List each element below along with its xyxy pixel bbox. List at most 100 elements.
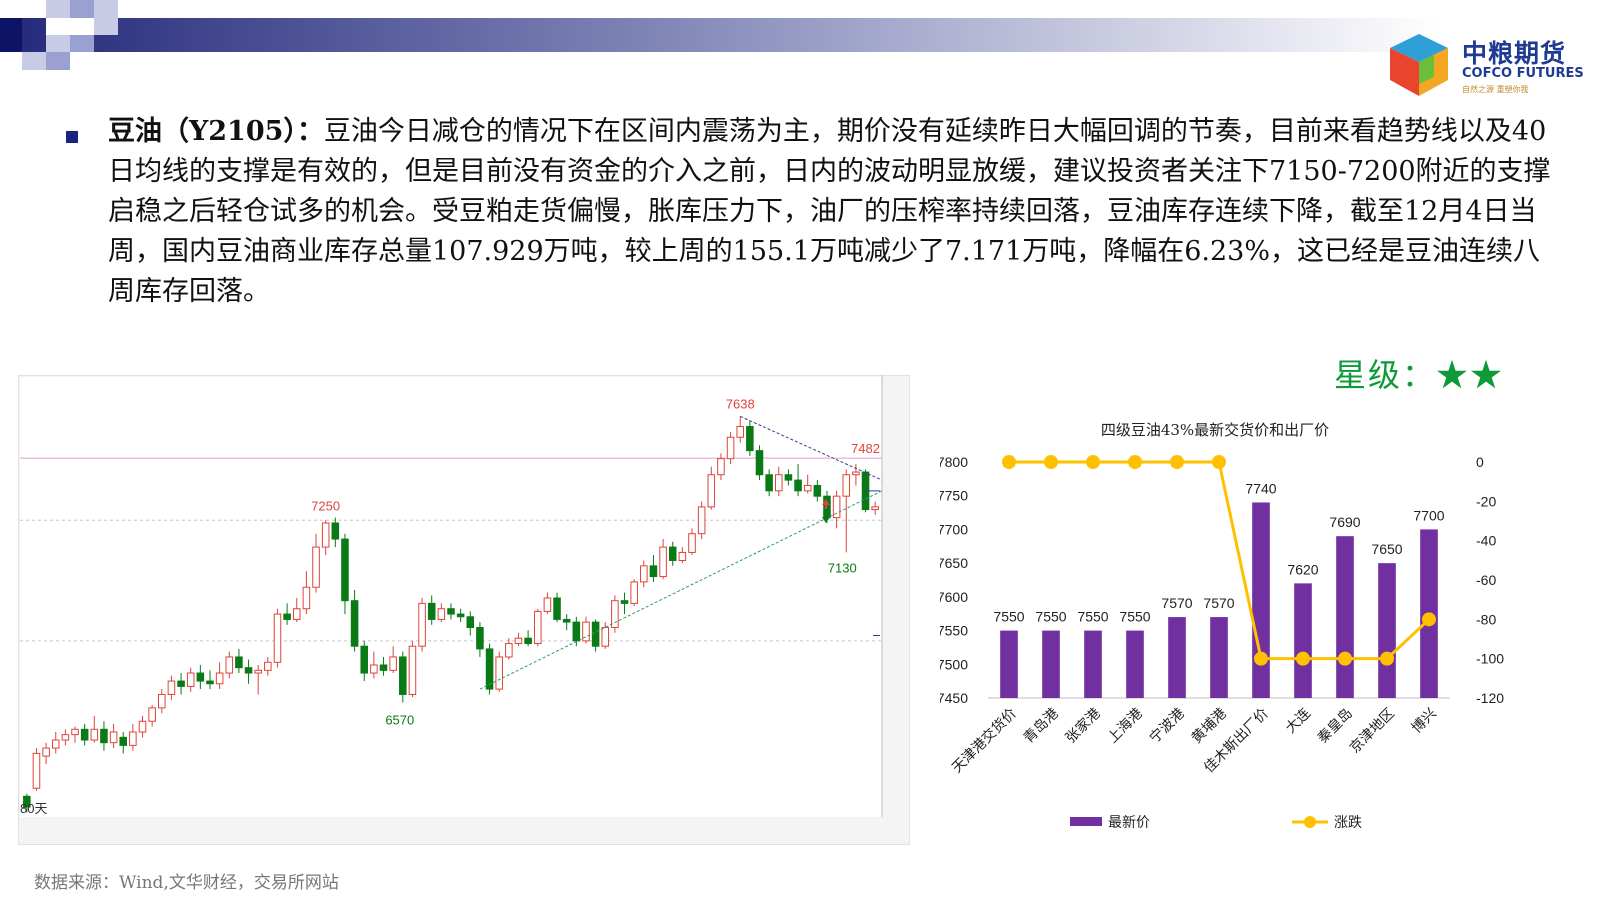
candle-body [466, 616, 475, 628]
star-rating: 星级：★★ [1334, 350, 1504, 396]
rchart-line [1002, 455, 1436, 666]
category-label: 上海港 [1105, 706, 1146, 747]
candle-body [235, 656, 243, 669]
candle-body [524, 637, 532, 645]
category-label: 博兴 [1408, 705, 1440, 737]
label-resistance: 7482 [851, 441, 880, 456]
banner-square [0, 18, 22, 52]
change-point [1212, 455, 1226, 469]
candle-body [283, 613, 291, 620]
candlestick-chart: 7638 7482 7250 6570 7130 80天 [18, 375, 910, 845]
up-arrow-icon [822, 499, 830, 513]
left-tick-label: 7600 [940, 589, 968, 605]
kchart-trendlines [479, 415, 883, 690]
candle-body [206, 680, 214, 685]
banner-square [46, 35, 70, 52]
right-tick-label: -80 [1476, 611, 1496, 627]
candle-body [437, 608, 446, 620]
bar-value-label: 7570 [1203, 595, 1234, 611]
candle-body [129, 731, 137, 746]
candle-body [273, 613, 282, 663]
category-label: 宁波港 [1146, 705, 1188, 747]
candle-body [148, 707, 156, 722]
commentary-title: 豆油（Y2105） [108, 116, 297, 147]
right-tick-label: -40 [1476, 533, 1496, 549]
candle-body [186, 672, 195, 687]
left-tick-label: 7500 [940, 656, 968, 672]
rating-label: 星级： [1334, 356, 1437, 394]
candle-body [341, 538, 349, 602]
bar-value-label: 7740 [1245, 480, 1276, 496]
candle-body [215, 672, 224, 685]
change-point [1044, 455, 1058, 469]
banner-square [70, 18, 94, 35]
candle-body [746, 426, 754, 452]
candle-body [244, 667, 253, 674]
candle-body [360, 645, 369, 674]
commentary-paragraph: 豆油（Y2105）：豆油今日减仓的情况下在区间内震荡为主，期价没有延续昨日大幅回… [108, 112, 1558, 312]
price-bar [1000, 630, 1018, 698]
bar-value-label: 7550 [1119, 609, 1150, 625]
banner-square [70, 35, 94, 52]
banner-band [0, 18, 1440, 52]
legend-bar-label: 最新价 [1108, 815, 1150, 831]
candle-body [485, 648, 494, 690]
price-bar [1210, 617, 1228, 698]
candle-body [158, 693, 166, 709]
candle-body [42, 747, 50, 757]
candle-body [803, 484, 812, 492]
candle-body [736, 426, 744, 438]
candle-body [543, 597, 552, 612]
label-high: 7638 [726, 396, 755, 411]
bar-value-label: 7700 [1413, 507, 1444, 523]
label-recent-low: 7130 [828, 560, 857, 575]
candle-body [90, 728, 99, 741]
right-tick-label: -100 [1476, 651, 1504, 667]
candle-body [447, 608, 455, 615]
legend-line-marker [1304, 816, 1316, 828]
change-point [1296, 651, 1310, 666]
bar-value-label: 7550 [1035, 609, 1066, 625]
price-bar [1252, 502, 1270, 698]
banner-square [22, 52, 46, 70]
candle-body [591, 621, 600, 647]
left-tick-label: 7800 [940, 454, 968, 470]
left-tick-label: 7550 [940, 623, 968, 639]
change-point [1002, 455, 1016, 469]
candle-body [476, 626, 484, 650]
left-tick-label: 7700 [940, 521, 968, 537]
candle-body [321, 522, 330, 548]
candle-body [196, 672, 205, 682]
candle-body [109, 731, 118, 744]
candle-body [659, 546, 667, 578]
candle-body [71, 728, 79, 736]
change-point [1170, 455, 1184, 469]
cofco-logo: 中粮期货 COFCO FUTURES 自然之源 重塑你我 [1384, 32, 1594, 102]
candle-body [784, 474, 793, 481]
price-bar [1378, 563, 1396, 698]
descending-trendline [740, 415, 883, 481]
source-note: 数据来源：Wind,文华财经，交易所网站 [34, 873, 339, 893]
candle-body [51, 739, 60, 749]
candle-body [514, 637, 523, 645]
category-label: 秦皇岛 [1315, 706, 1356, 747]
candle-body [505, 643, 513, 658]
bar-value-label: 7620 [1287, 561, 1318, 577]
change-point [1128, 455, 1142, 469]
change-point [1380, 651, 1394, 666]
candle-body [80, 728, 89, 741]
candle-body [852, 471, 860, 476]
change-point [1086, 455, 1100, 469]
candle-body [842, 474, 851, 497]
candle-body [254, 669, 262, 674]
category-label: 黄埔港 [1188, 705, 1230, 747]
down-arrow-icon [822, 509, 830, 523]
candle-body [765, 474, 773, 492]
logo-cube-icon [1390, 34, 1448, 96]
candle-body [601, 626, 610, 647]
candle-body [649, 565, 658, 578]
candle-body [707, 474, 716, 508]
commentary-body: 豆油今日减仓的情况下在区间内震荡为主，期价没有延续昨日大幅回调的节奏，目前来看趋… [108, 116, 1551, 307]
candle-body [167, 680, 176, 695]
header-banner [0, 0, 1440, 70]
